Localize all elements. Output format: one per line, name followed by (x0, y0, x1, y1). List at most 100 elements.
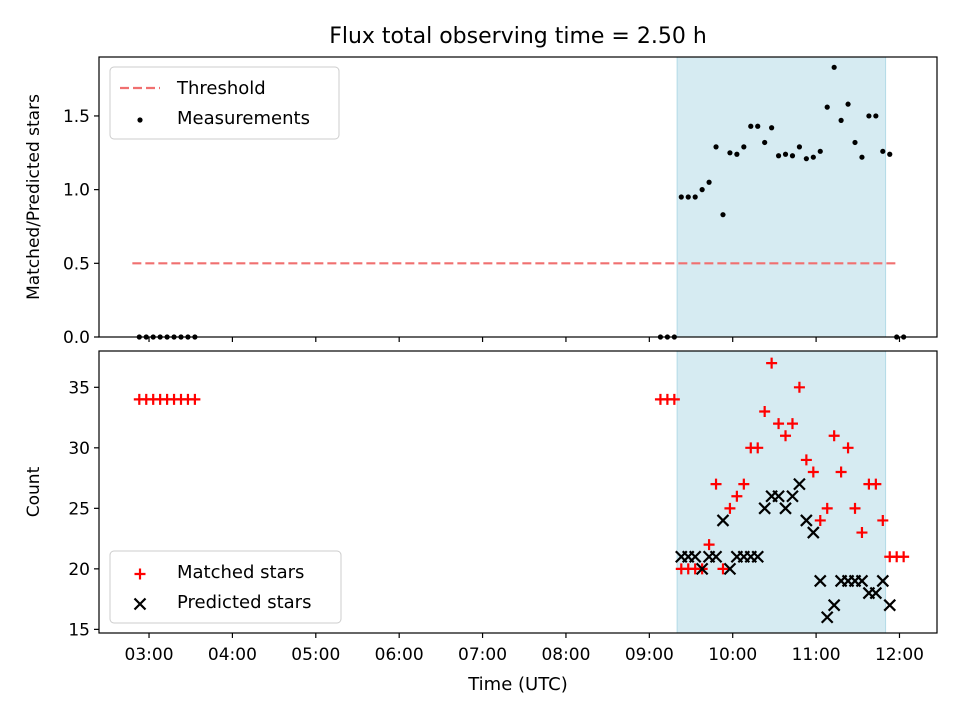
data-point-plus (842, 442, 854, 454)
legend: Matched stars Predicted stars (109, 550, 342, 624)
data-point-dot (706, 179, 712, 185)
data-point-plus (828, 430, 840, 442)
legend-label: Measurements (177, 108, 310, 129)
data-point-plus (821, 502, 833, 514)
data-point-cross (876, 574, 890, 588)
data-point-dot (838, 117, 844, 123)
data-point-plus (773, 418, 785, 430)
data-point-plus (807, 466, 819, 478)
data-point-plus (800, 454, 812, 466)
data-point-cross (709, 550, 723, 564)
x-tick-label: 07:00 (458, 645, 507, 665)
legend-label: Predicted stars (177, 592, 311, 613)
data-point-plus (703, 539, 715, 551)
data-point-plus (668, 393, 680, 405)
legend-label: Matched stars (177, 562, 304, 583)
data-point-plus (786, 418, 798, 430)
data-point-dot (817, 148, 823, 154)
bottom-panel: 15 20 25 30 35 03:00 04:00 05:00 06:00 07:00 08:00… (24, 350, 938, 665)
chart-title: Flux total observing time = 2.50 h (329, 24, 707, 49)
data-point-cross (758, 502, 771, 515)
y-tick-label: 25 (68, 499, 90, 519)
data-point-plus (710, 478, 722, 490)
axes-frame (98, 56, 938, 338)
top-panel: 0.0 0.5 1.0 1.5 Matched/Predicted stars Thres… (24, 56, 938, 348)
data-point-dot (741, 144, 747, 150)
x-tick-label: 12:00 (875, 645, 924, 665)
data-point-cross (827, 598, 841, 612)
data-point-dot (796, 144, 803, 150)
x-tick-label: 04:00 (208, 645, 257, 665)
data-point-dot (720, 212, 726, 218)
data-point-plus (752, 442, 764, 454)
data-point-plus (724, 502, 736, 514)
data-point-plus (870, 478, 882, 490)
x-tick-label: 03:00 (125, 645, 174, 665)
legend-label: Threshold (176, 78, 266, 99)
data-point-dot (852, 139, 858, 146)
data-point-cross (779, 502, 792, 515)
data-point-dot (810, 154, 816, 160)
y-tick-label: 0.0 (63, 328, 90, 348)
x-tick-label: 09:00 (625, 645, 674, 665)
data-point-dot (873, 113, 879, 119)
data-point-cross (716, 514, 730, 527)
data-point-plus (738, 478, 750, 490)
data-point-cross (820, 610, 834, 624)
data-point-plus (780, 430, 792, 442)
y-axis-label: Count (24, 466, 44, 517)
data-point-cross (813, 574, 827, 588)
data-point-plus (835, 466, 847, 478)
legend-box (109, 66, 340, 140)
axes-frame (98, 350, 938, 634)
data-point-cross (786, 489, 799, 503)
data-point-cross (688, 550, 702, 564)
y-axis-label: Matched/Predicted stars (24, 94, 44, 300)
data-point-dot (678, 194, 684, 200)
data-point-dot (803, 156, 809, 162)
data-point-plus (189, 393, 201, 405)
data-point-dot (734, 151, 740, 157)
y-tick-label: 0.5 (63, 254, 90, 274)
data-point-dot (692, 194, 698, 200)
x-tick-label: 05:00 (291, 645, 340, 665)
data-point-dot (713, 144, 719, 150)
data-point-cross (772, 489, 785, 503)
legend-swatch (133, 597, 147, 611)
data-point-dot (782, 151, 789, 157)
data-point-cross (883, 598, 897, 612)
x-tick-label: 10:00 (708, 645, 757, 665)
data-point-plus (814, 514, 826, 526)
data-point-dot (845, 101, 851, 107)
data-point-plus (793, 381, 805, 393)
data-point-cross (723, 562, 737, 576)
data-point-dot (699, 187, 705, 193)
data-point-plus (877, 514, 889, 526)
data-point-plus (856, 527, 868, 539)
data-point-cross (855, 574, 869, 588)
data-point-plus (731, 490, 743, 502)
y-tick-label: 30 (68, 439, 90, 459)
y-tick-label: 35 (68, 378, 90, 398)
data-point-dot (887, 151, 893, 157)
data-point-dot (769, 125, 775, 131)
data-point-dot (824, 104, 830, 110)
data-point-cross (793, 477, 806, 491)
data-point-dot (748, 123, 754, 129)
data-point-dot (831, 64, 837, 70)
data-point-dot (880, 148, 886, 154)
y-tick-label: 20 (68, 560, 90, 580)
data-point-plus (766, 357, 778, 369)
y-tick-label: 15 (68, 620, 90, 640)
data-point-dot (685, 194, 691, 200)
data-point-dot (859, 154, 865, 160)
data-point-dot (727, 150, 733, 156)
legend: Threshold Measurements (109, 66, 340, 140)
x-tick-label: 08:00 (541, 645, 590, 665)
y-tick-label: 1.0 (63, 181, 90, 201)
legend-swatch (134, 568, 146, 580)
data-point-plus (849, 502, 861, 514)
data-point-plus (717, 563, 729, 575)
shaded-interval (676, 56, 887, 338)
